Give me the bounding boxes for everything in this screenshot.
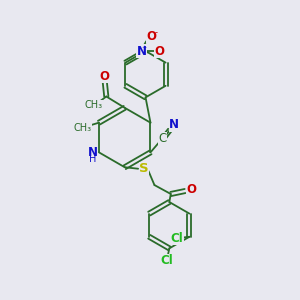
- Text: O: O: [146, 30, 156, 43]
- Text: -: -: [154, 28, 158, 37]
- Text: N: N: [136, 45, 146, 58]
- Text: N: N: [169, 118, 179, 131]
- Text: CH₃: CH₃: [74, 123, 92, 133]
- Text: N: N: [88, 146, 98, 159]
- Text: CH₃: CH₃: [85, 100, 103, 110]
- Text: Cl: Cl: [170, 232, 183, 245]
- Text: O: O: [186, 183, 196, 196]
- Text: Cl: Cl: [160, 254, 173, 267]
- Text: O: O: [100, 70, 110, 83]
- Text: C: C: [158, 132, 166, 145]
- Text: S: S: [139, 162, 149, 175]
- Text: +: +: [141, 45, 146, 50]
- Text: O: O: [154, 45, 165, 58]
- Text: H: H: [89, 154, 96, 164]
